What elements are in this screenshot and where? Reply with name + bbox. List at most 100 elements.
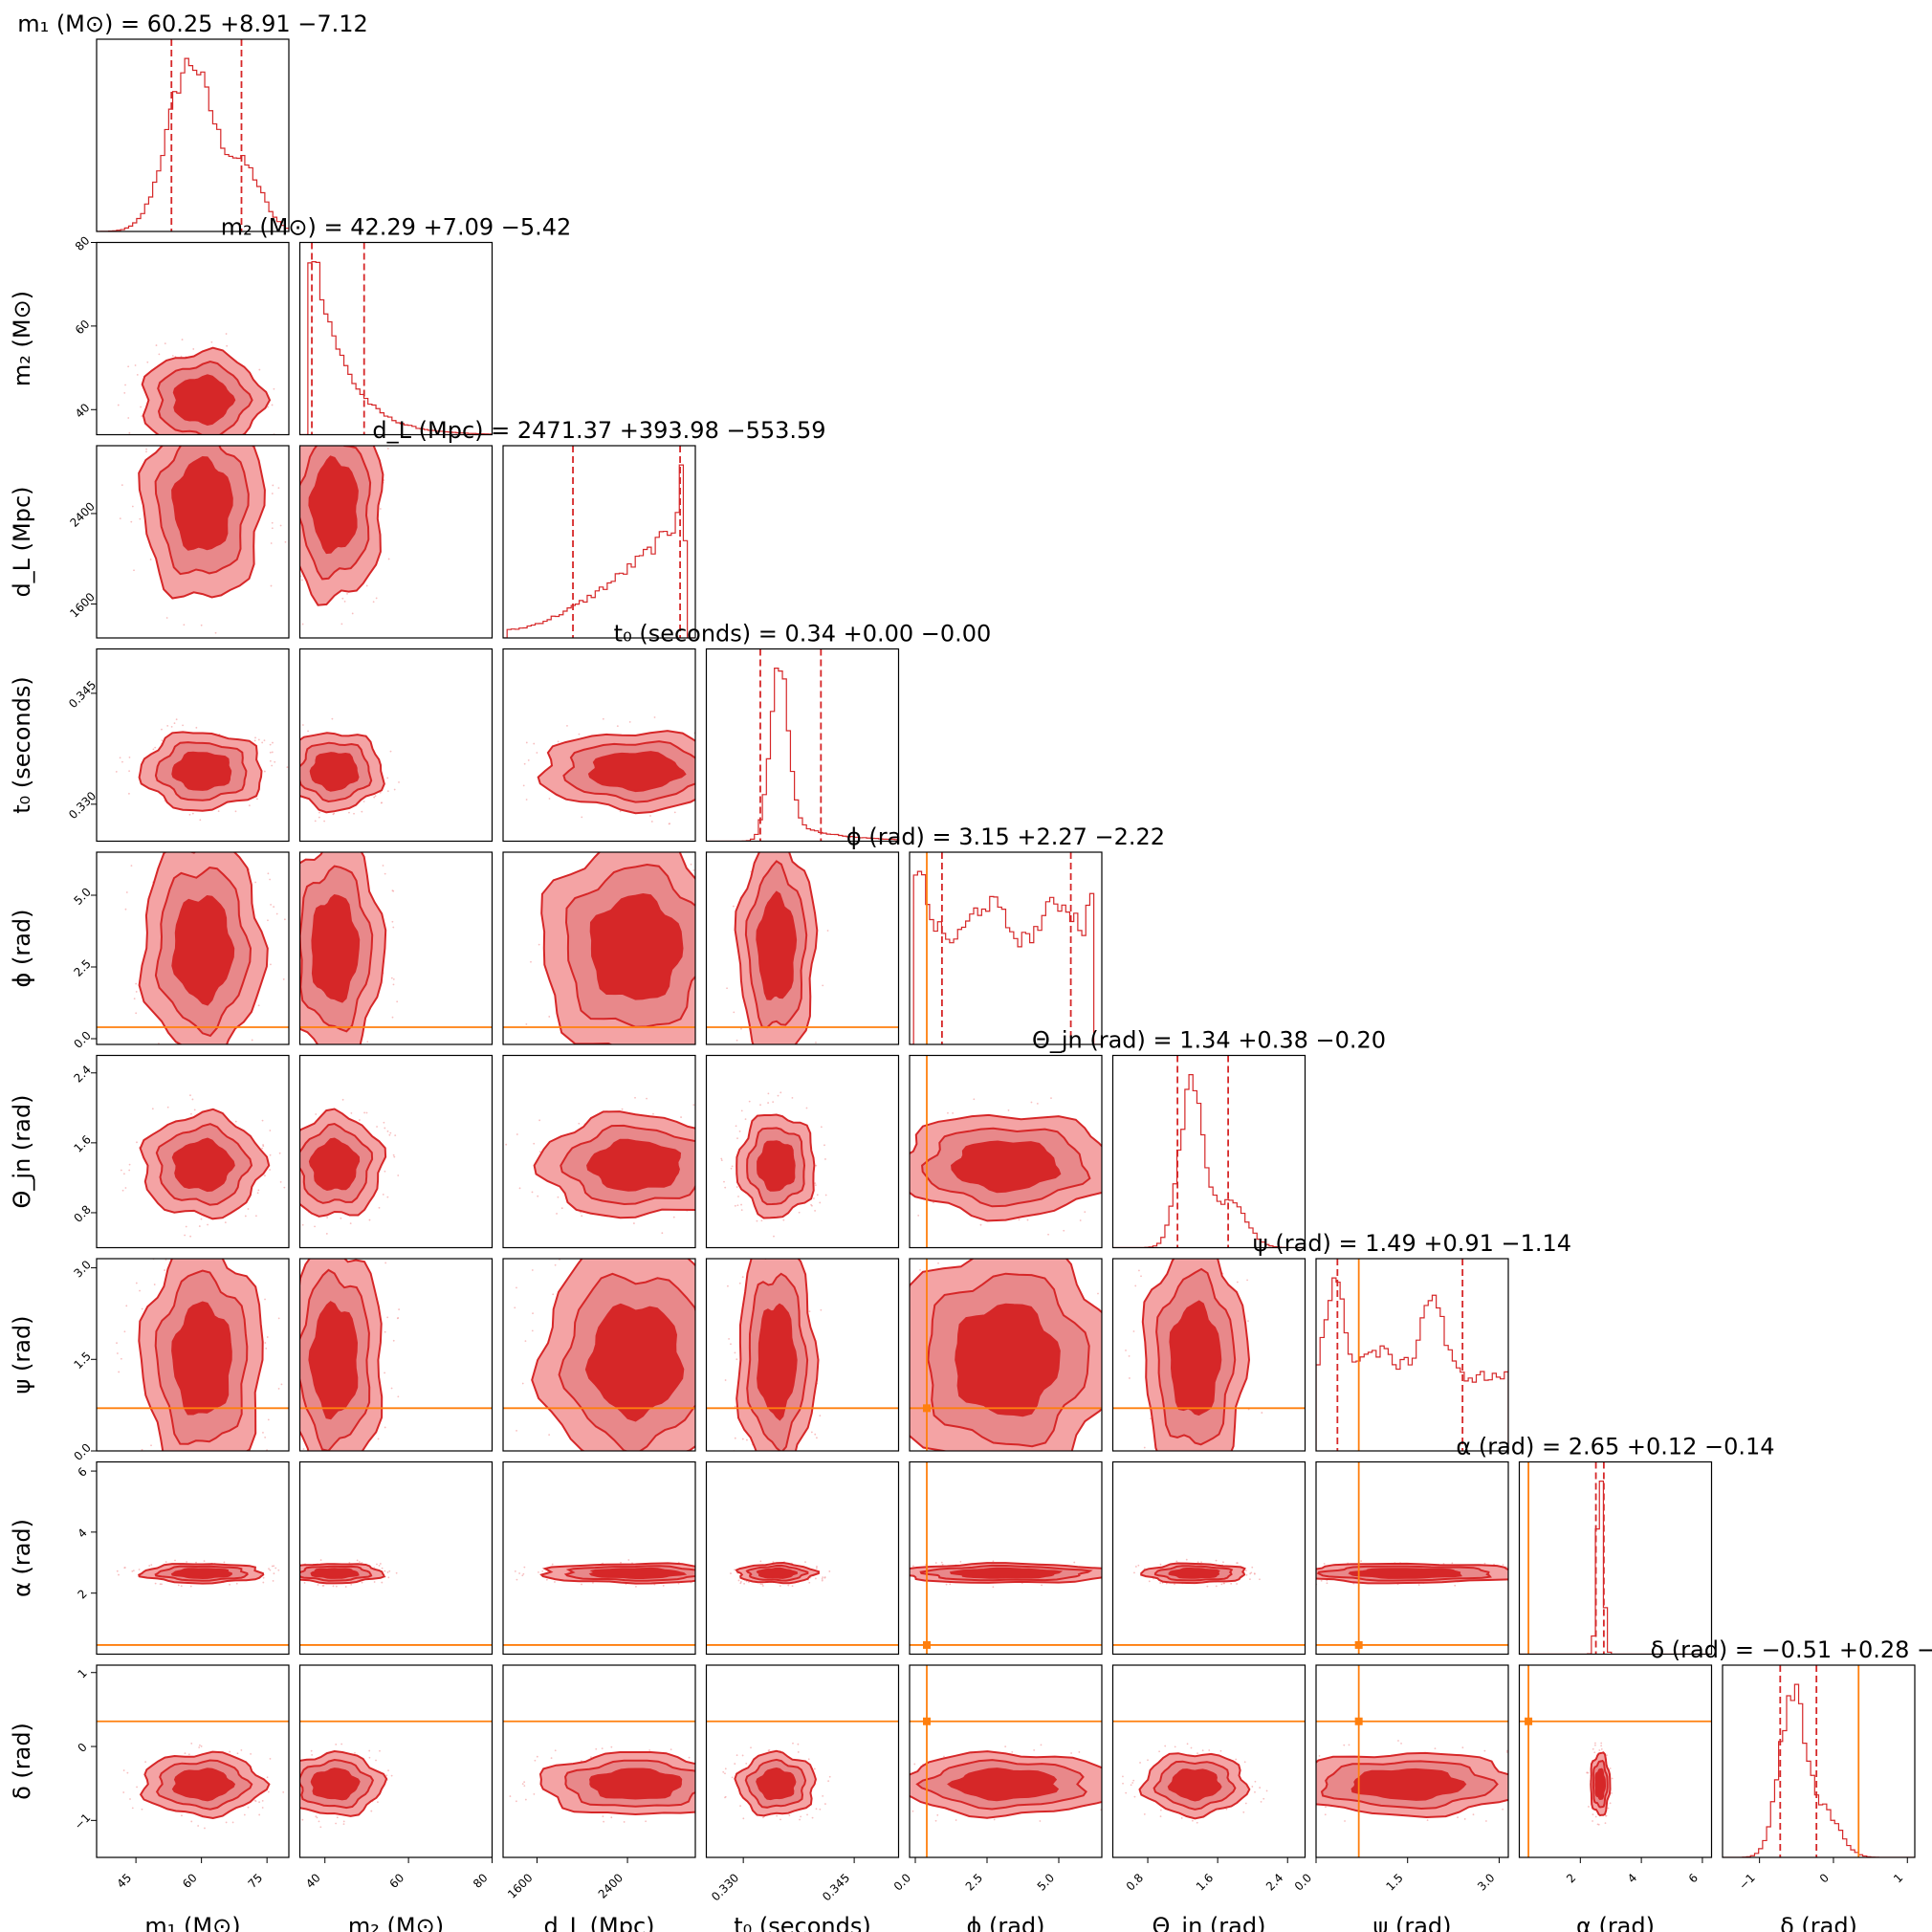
sample-point: [677, 1582, 680, 1585]
panel-frame: [502, 1258, 696, 1452]
sample-point: [690, 863, 692, 866]
sample-point: [719, 1416, 721, 1417]
sample-point: [812, 1243, 814, 1245]
sample-point: [1040, 1744, 1043, 1746]
sample-point: [514, 1306, 516, 1309]
sample-point: [721, 742, 723, 744]
sample-point: [297, 1203, 299, 1205]
sample-point: [1215, 1585, 1218, 1588]
sample-point: [393, 1155, 396, 1158]
sample-point: [293, 1138, 295, 1140]
panel-frame: [298, 1054, 494, 1249]
panel-frame: [502, 648, 696, 843]
sample-point: [290, 1366, 292, 1368]
sample-point: [301, 1223, 304, 1226]
sample-point: [700, 759, 702, 761]
sample-point: [1607, 1807, 1610, 1810]
sample-point: [723, 940, 725, 942]
sample-point: [653, 716, 656, 718]
sample-point: [820, 1308, 823, 1311]
sample-point: [118, 1371, 121, 1373]
sample-point: [176, 1451, 178, 1453]
sample-point: [1122, 1775, 1124, 1778]
sample-point: [896, 1769, 898, 1771]
sample-point: [1137, 1786, 1139, 1788]
sample-point: [290, 968, 292, 970]
sample-point: [720, 1157, 723, 1160]
sample-point: [748, 1100, 751, 1103]
sample-point: [1208, 1749, 1211, 1751]
sample-point: [826, 930, 829, 932]
sample-point: [346, 1223, 348, 1225]
y-axis-label-delta: δ (rad): [9, 1723, 35, 1800]
sample-point: [150, 1444, 152, 1447]
sample-point: [779, 1818, 781, 1821]
sample-point: [1219, 1749, 1222, 1752]
sample-point: [881, 1193, 883, 1195]
sample-point: [174, 1559, 176, 1562]
sample-point: [269, 1758, 272, 1760]
panel-frame: [96, 1460, 290, 1656]
sample-point: [285, 511, 287, 513]
sample-point: [777, 1094, 779, 1097]
panel-frame: [502, 851, 696, 1045]
sample-point: [270, 963, 272, 966]
sample-point: [723, 1180, 725, 1183]
sample-point: [1254, 1775, 1256, 1777]
sample-point: [1505, 1751, 1508, 1753]
sample-point: [282, 977, 285, 980]
sample-point: [1155, 1150, 1157, 1152]
sample-point: [702, 1561, 704, 1563]
sample-point: [525, 741, 528, 744]
sample-point: [376, 1563, 378, 1566]
sample-point: [231, 1821, 234, 1824]
sample-point: [765, 1074, 767, 1076]
sample-point: [280, 1383, 283, 1386]
sample-point: [349, 1222, 352, 1224]
sample-point: [143, 406, 144, 408]
sample-point: [368, 1749, 371, 1752]
sample-point: [264, 1298, 266, 1301]
sample-point: [738, 773, 740, 775]
sample-point: [1110, 1573, 1112, 1575]
sample-point: [761, 1585, 764, 1587]
sample-point: [292, 1354, 294, 1356]
sample-point: [814, 1182, 817, 1185]
sample-point: [704, 1242, 706, 1244]
sample-point: [381, 801, 383, 804]
sample-point: [661, 1232, 664, 1235]
sample-point: [531, 1191, 534, 1194]
sample-point: [722, 1210, 724, 1212]
sample-point: [788, 1814, 791, 1816]
sample-point: [311, 1753, 314, 1756]
sample-point: [1600, 1742, 1603, 1745]
sample-point: [823, 1144, 825, 1147]
sample-point: [353, 812, 355, 815]
sample-point: [642, 824, 644, 826]
contour-level-3: [1348, 1568, 1463, 1579]
x-tick-label: 75: [246, 1871, 266, 1891]
sample-point: [181, 339, 184, 340]
contour-level-3: [955, 1303, 1061, 1417]
sample-point: [1259, 1787, 1262, 1789]
sample-point: [552, 1293, 555, 1296]
sample-point: [340, 1504, 341, 1505]
sample-point: [1513, 1565, 1515, 1567]
sample-point: [1041, 1584, 1043, 1587]
sample-point: [697, 1217, 699, 1218]
sample-point: [138, 1569, 141, 1570]
sample-point: [342, 1820, 345, 1823]
sample-point: [263, 739, 266, 742]
sample-point: [606, 818, 608, 820]
sample-point: [243, 1813, 246, 1816]
y-tick-label: 60: [73, 318, 93, 338]
sample-point: [1039, 1256, 1041, 1258]
sample-point: [296, 565, 298, 567]
sample-point: [196, 1455, 198, 1457]
sample-point: [128, 1169, 131, 1172]
sample-point: [301, 623, 304, 626]
sample-point: [709, 1206, 711, 1208]
y-tick-label: 0.0: [71, 1440, 93, 1462]
sample-point: [903, 1333, 905, 1335]
panel-frame: [1315, 1664, 1509, 1858]
